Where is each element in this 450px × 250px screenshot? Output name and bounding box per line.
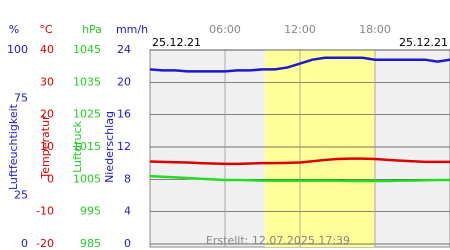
y-tick-label: -20	[36, 237, 54, 250]
x-tick-label: 18:00	[359, 23, 391, 36]
axis-title: Luftdruck	[71, 120, 84, 172]
y-tick-label: 20	[40, 108, 54, 121]
axis-title: Temperatur	[39, 115, 52, 180]
daylight-band	[265, 50, 375, 247]
y-tick-label: 100	[7, 43, 28, 56]
y-tick-label: 10	[40, 140, 54, 153]
footer: Erstellt: 12.07.2025 17:39	[206, 234, 350, 247]
axis-unit: °C	[39, 23, 53, 36]
y-tick-label: 24	[117, 43, 131, 56]
series-line	[149, 56, 450, 73]
y-tick-label: 0	[124, 237, 131, 250]
series-line	[149, 157, 450, 166]
y-tick-label: 8	[124, 172, 131, 185]
axis-title: Niederschlag	[103, 111, 116, 183]
y-tick-label: 25	[14, 189, 28, 202]
y-tick-label: 1035	[73, 75, 101, 88]
axis-unit: mm/h	[116, 23, 148, 36]
y-tick-label: 12	[117, 140, 131, 153]
y-tick-label: -10	[36, 205, 54, 218]
x-tick-label: 06:00	[209, 23, 241, 36]
date-end: 25.12.21	[399, 36, 448, 49]
y-tick-label: 40	[40, 43, 54, 56]
date-start: 25.12.21	[152, 36, 201, 49]
y-tick-label: 4	[124, 205, 131, 218]
y-tick-label: 1005	[73, 172, 101, 185]
y-tick-label: 1045	[73, 43, 101, 56]
y-tick-label: 0	[21, 237, 28, 250]
y-tick-label: 30	[40, 75, 54, 88]
axis-unit: hPa	[82, 23, 102, 36]
y-tick-label: 75	[14, 92, 28, 105]
y-tick-label: 16	[117, 108, 131, 121]
y-tick-label: 20	[117, 75, 131, 88]
y-tick-label: 0	[47, 172, 54, 185]
axis-unit: %	[9, 23, 19, 36]
y-tick-label: 1015	[73, 140, 101, 153]
axis-title: Luftfeuchtigkeit	[7, 103, 20, 190]
y-tick-label: 985	[80, 237, 101, 250]
y-tick-label: 995	[80, 205, 101, 218]
x-tick-label: 12:00	[284, 23, 316, 36]
y-tick-label: 1025	[73, 108, 101, 121]
series-line	[149, 174, 450, 183]
